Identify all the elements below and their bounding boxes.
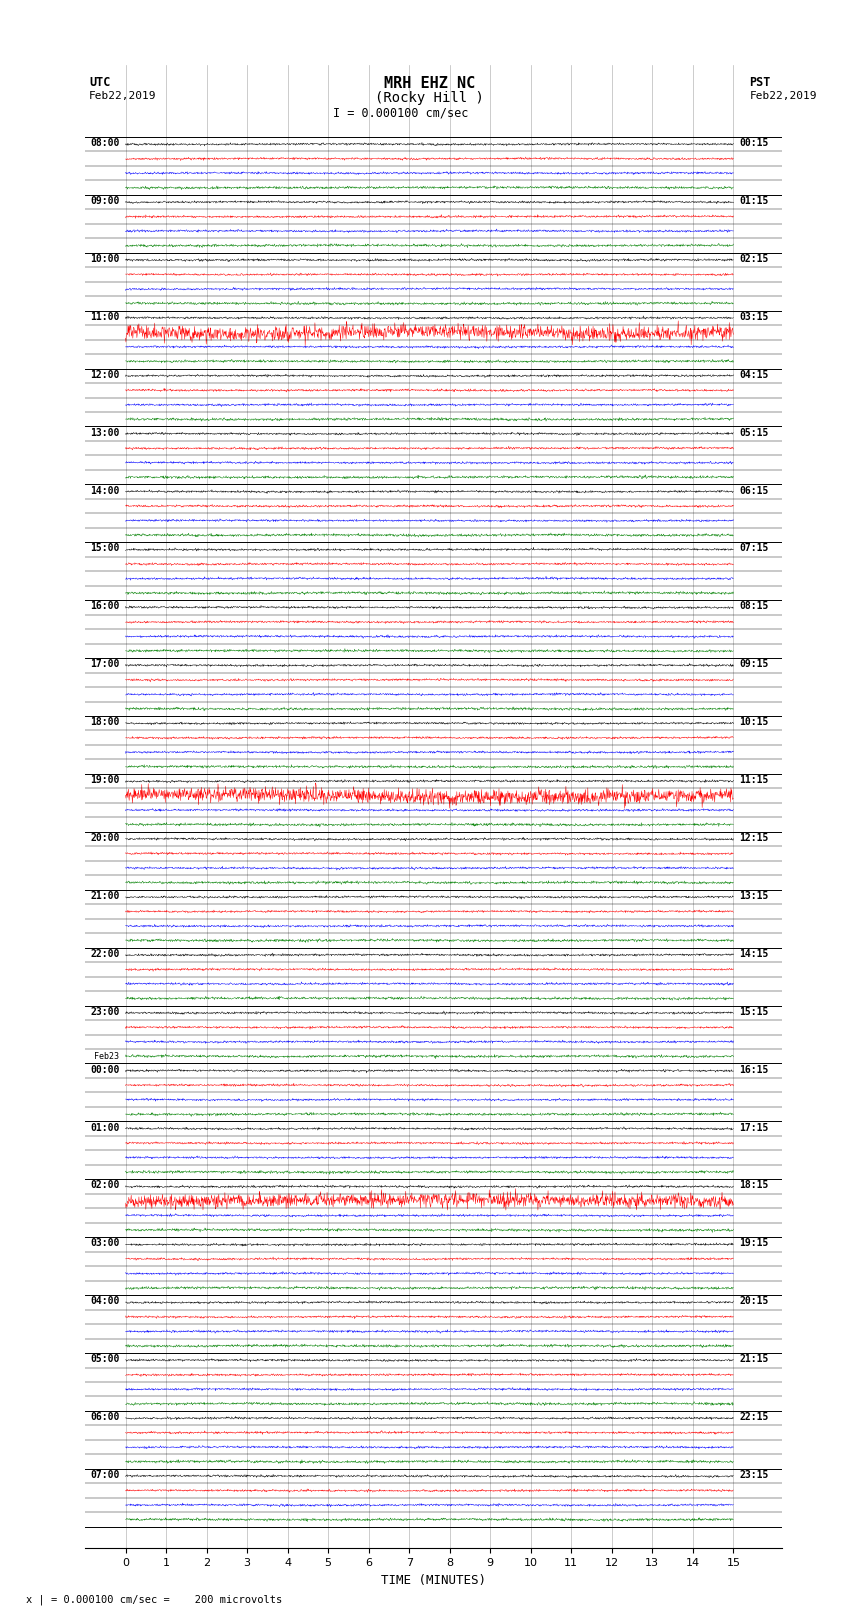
Text: MRH EHZ NC: MRH EHZ NC: [384, 76, 475, 90]
Text: 09:00: 09:00: [90, 195, 120, 206]
Text: 17:00: 17:00: [90, 660, 120, 669]
Text: 18:00: 18:00: [90, 718, 120, 727]
Text: 21:00: 21:00: [90, 890, 120, 902]
Text: 01:00: 01:00: [90, 1123, 120, 1132]
Text: 07:00: 07:00: [90, 1469, 120, 1481]
Text: PST: PST: [750, 76, 771, 89]
Text: 04:15: 04:15: [740, 369, 769, 379]
Text: 16:00: 16:00: [90, 602, 120, 611]
Text: 19:00: 19:00: [90, 776, 120, 786]
Text: 12:00: 12:00: [90, 369, 120, 379]
Text: Feb22,2019: Feb22,2019: [750, 90, 817, 100]
Text: 15:00: 15:00: [90, 544, 120, 553]
Text: 13:15: 13:15: [740, 890, 769, 902]
Text: UTC: UTC: [89, 76, 110, 89]
Text: 17:15: 17:15: [740, 1123, 769, 1132]
Text: Feb22,2019: Feb22,2019: [89, 90, 156, 100]
Text: 00:00: 00:00: [90, 1065, 120, 1074]
Text: 14:00: 14:00: [90, 486, 120, 495]
Text: 15:15: 15:15: [740, 1007, 769, 1016]
Text: 05:15: 05:15: [740, 427, 769, 437]
Text: 08:00: 08:00: [90, 139, 120, 148]
Text: 04:00: 04:00: [90, 1297, 120, 1307]
Text: (Rocky Hill ): (Rocky Hill ): [375, 90, 484, 105]
Text: 03:15: 03:15: [740, 311, 769, 323]
X-axis label: TIME (MINUTES): TIME (MINUTES): [381, 1574, 486, 1587]
Text: 08:15: 08:15: [740, 602, 769, 611]
Text: 23:15: 23:15: [740, 1469, 769, 1481]
Text: 10:15: 10:15: [740, 718, 769, 727]
Text: 06:15: 06:15: [740, 486, 769, 495]
Text: 18:15: 18:15: [740, 1181, 769, 1190]
Text: 05:00: 05:00: [90, 1355, 120, 1365]
Text: 23:00: 23:00: [90, 1007, 120, 1016]
Text: 09:15: 09:15: [740, 660, 769, 669]
Text: 06:00: 06:00: [90, 1411, 120, 1423]
Text: 14:15: 14:15: [740, 948, 769, 958]
Text: 13:00: 13:00: [90, 427, 120, 437]
Text: 11:00: 11:00: [90, 311, 120, 323]
Text: 22:00: 22:00: [90, 948, 120, 958]
Text: x | = 0.000100 cm/sec =    200 microvolts: x | = 0.000100 cm/sec = 200 microvolts: [26, 1594, 281, 1605]
Text: 16:15: 16:15: [740, 1065, 769, 1074]
Text: 20:00: 20:00: [90, 832, 120, 844]
Text: 12:15: 12:15: [740, 832, 769, 844]
Text: 02:15: 02:15: [740, 253, 769, 265]
Text: 22:15: 22:15: [740, 1411, 769, 1423]
Text: 11:15: 11:15: [740, 776, 769, 786]
Text: Feb23: Feb23: [94, 1052, 120, 1061]
Text: 00:15: 00:15: [740, 139, 769, 148]
Text: 01:15: 01:15: [740, 195, 769, 206]
Text: 10:00: 10:00: [90, 253, 120, 265]
Text: 07:15: 07:15: [740, 544, 769, 553]
Text: I = 0.000100 cm/sec: I = 0.000100 cm/sec: [333, 106, 468, 119]
Text: 20:15: 20:15: [740, 1297, 769, 1307]
Text: 03:00: 03:00: [90, 1239, 120, 1248]
Text: 19:15: 19:15: [740, 1239, 769, 1248]
Text: 21:15: 21:15: [740, 1355, 769, 1365]
Text: 02:00: 02:00: [90, 1181, 120, 1190]
